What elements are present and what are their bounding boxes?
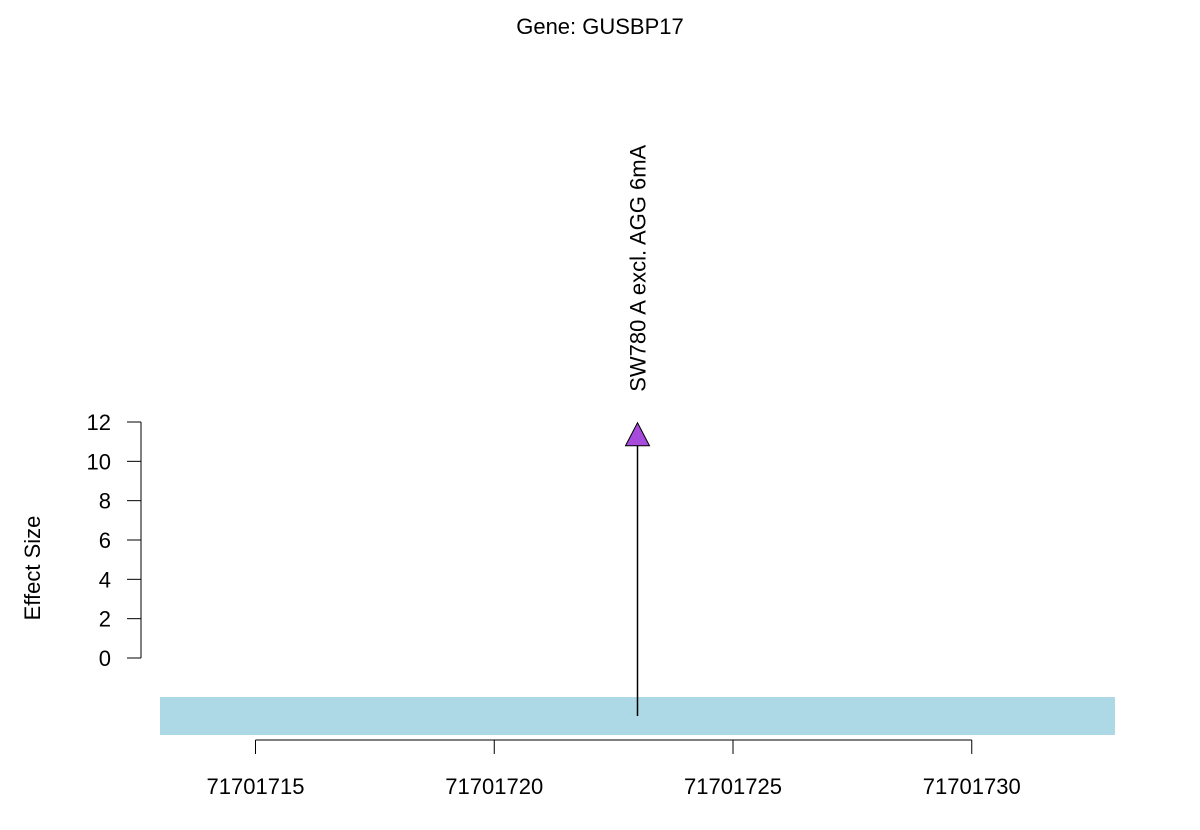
y-axis-label: Effect Size — [20, 516, 45, 621]
y-axis: 0 2 4 6 8 10 12 — [87, 410, 142, 671]
y-tick-label: 12 — [87, 410, 111, 435]
x-tick-label: 71701730 — [923, 774, 1021, 799]
y-tick-label: 0 — [99, 646, 111, 671]
point-label: SW780 A excl. AGG 6mA — [626, 144, 651, 391]
y-tick-label: 8 — [99, 489, 111, 514]
y-tick-label: 6 — [99, 528, 111, 553]
point-marker-triangle — [624, 421, 651, 447]
chart-title: Gene: GUSBP17 — [516, 14, 684, 39]
x-tick-label: 71701725 — [684, 774, 782, 799]
points-layer: SW780 A excl. AGG 6mA — [624, 144, 651, 716]
x-axis: 71701715 71701720 71701725 71701730 — [207, 739, 1021, 799]
x-tick-label: 71701715 — [207, 774, 305, 799]
y-tick-label: 4 — [99, 567, 111, 592]
y-tick-label: 10 — [87, 449, 111, 474]
x-tick-label: 71701720 — [445, 774, 543, 799]
y-tick-label: 2 — [99, 607, 111, 632]
